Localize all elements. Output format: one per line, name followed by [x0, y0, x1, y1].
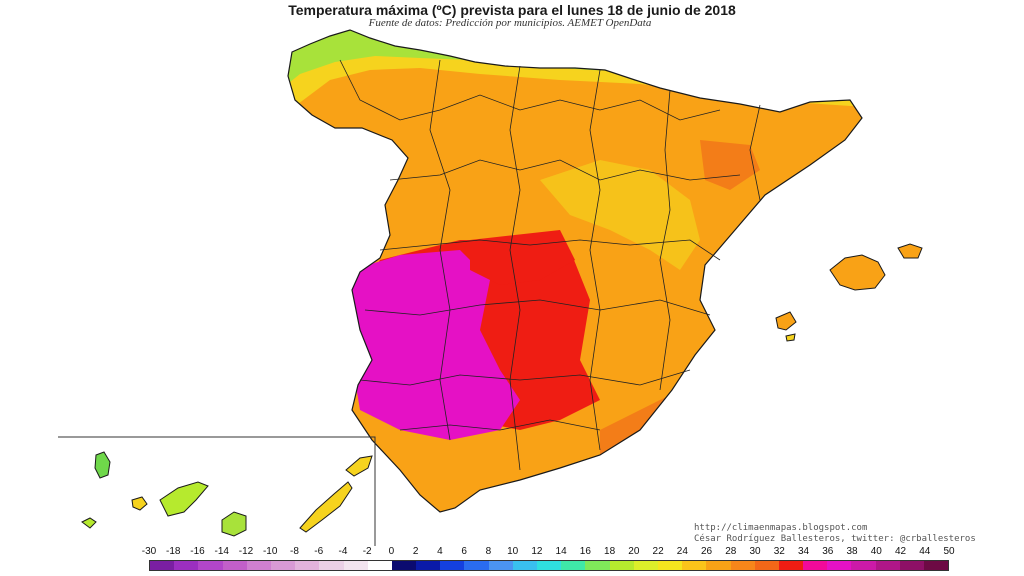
- legend-swatch: [295, 561, 320, 570]
- legend-label: -12: [238, 546, 254, 557]
- legend-swatch: [851, 561, 876, 570]
- province-borders: [339, 59, 761, 471]
- canary-la-palma: [94, 451, 111, 479]
- legend-swatch: [222, 561, 247, 570]
- legend-label: 12: [531, 546, 543, 557]
- legend-swatch: [682, 561, 707, 570]
- canary-tenerife: [159, 481, 209, 517]
- canary-gran-canaria: [221, 511, 247, 537]
- map-subtitle: Fuente de datos: Predicción por municipi…: [368, 17, 652, 29]
- legend-label: 6: [461, 546, 467, 557]
- legend-swatch: [924, 561, 949, 570]
- balearic-formentera: [785, 333, 796, 342]
- credits-blog-url[interactable]: http://climaenmapas.blogspot.com: [694, 523, 868, 533]
- legend-label: 32: [773, 546, 785, 557]
- legend-swatch: [488, 561, 513, 570]
- legend-label: 16: [579, 546, 591, 557]
- legend-swatch: [246, 561, 271, 570]
- legend-label: 18: [604, 546, 616, 557]
- canary-la-gomera: [131, 496, 148, 511]
- color-legend: -30 -18 -16 -14 -12 -10 -8 -6 -4 -2 0 2 4 6 8 10 12 14 16 1…: [142, 546, 955, 574]
- canary-inset-frame: [58, 436, 376, 546]
- legend-swatch: [270, 561, 296, 570]
- legend-label: 42: [894, 546, 907, 557]
- legend-swatch: [609, 561, 634, 570]
- legend-label: 24: [676, 546, 688, 557]
- credits-author: César Rodríguez Ballesteros, twitter: @c…: [694, 534, 976, 544]
- legend-swatch: [730, 561, 755, 570]
- canary-fuerteventura: [299, 481, 353, 533]
- legend-swatch: [174, 561, 199, 570]
- legend-label: -10: [262, 546, 278, 557]
- legend-label: 26: [701, 546, 713, 557]
- legend-label: 34: [797, 546, 810, 557]
- legend-swatch: [464, 561, 489, 570]
- canary-el-hierro: [81, 517, 97, 529]
- legend-label: -4: [338, 546, 348, 557]
- legend-label: 2: [412, 546, 419, 557]
- legend-swatch: [343, 561, 368, 570]
- mainland-temperature-zones: [288, 30, 862, 512]
- legend-swatch: [706, 561, 731, 570]
- legend-label: 10: [507, 546, 519, 557]
- legend-label: 22: [652, 546, 664, 557]
- legend-swatch: [319, 561, 344, 570]
- legend-label: -6: [314, 546, 324, 557]
- legend-label: 0: [388, 546, 395, 557]
- legend-label: 50: [943, 546, 955, 557]
- balearic-menorca: [897, 243, 923, 259]
- legend-label: 20: [628, 546, 640, 557]
- legend-label: 36: [822, 546, 834, 557]
- legend-swatch: [585, 561, 610, 570]
- legend-swatch: [827, 561, 852, 570]
- canary-lanzarote: [345, 455, 373, 477]
- legend-label: 30: [749, 546, 761, 557]
- legend-swatch: [537, 561, 562, 570]
- legend-swatch: [440, 561, 465, 570]
- legend-swatch: [391, 561, 417, 570]
- balearic-mallorca: [829, 254, 886, 291]
- legend-label: 4: [437, 546, 443, 557]
- legend-label: -30: [141, 546, 157, 557]
- legend-swatch: [198, 561, 223, 570]
- credits: http://climaenmapas.blogspot.com César R…: [694, 523, 976, 545]
- legend-swatch: [875, 561, 900, 570]
- legend-label: -2: [362, 546, 372, 557]
- legend-swatch: [803, 561, 828, 570]
- legend-color-bar: [149, 560, 949, 571]
- legend-swatch: [778, 561, 804, 570]
- legend-label: 40: [870, 546, 882, 557]
- map-title: Temperatura máxima (ºC) prevista para el…: [288, 2, 736, 18]
- legend-label: -14: [214, 546, 229, 557]
- balearic-ibiza: [775, 311, 797, 331]
- legend-label: 14: [555, 546, 567, 557]
- legend-labels: -30 -18 -16 -14 -12 -10 -8 -6 -4 -2 0 2 4 6 8 10 12 14 16 1…: [142, 546, 955, 558]
- legend-label: -16: [190, 546, 205, 557]
- legend-swatch: [657, 561, 683, 570]
- legend-swatch: [561, 561, 586, 570]
- legend-swatch: [416, 561, 441, 570]
- legend-swatch: [512, 561, 537, 570]
- legend-swatch: [754, 561, 779, 570]
- legend-label: 8: [485, 546, 492, 557]
- legend-label: 28: [725, 546, 737, 557]
- legend-label: -8: [290, 546, 299, 557]
- legend-label: 44: [919, 546, 931, 557]
- legend-swatch: [899, 561, 924, 570]
- legend-label: 38: [846, 546, 858, 557]
- legend-swatch: [633, 561, 658, 570]
- legend-label: -18: [166, 546, 181, 557]
- legend-swatch: [367, 561, 392, 570]
- legend-swatch: [150, 561, 175, 570]
- mainland-outline: [287, 29, 863, 513]
